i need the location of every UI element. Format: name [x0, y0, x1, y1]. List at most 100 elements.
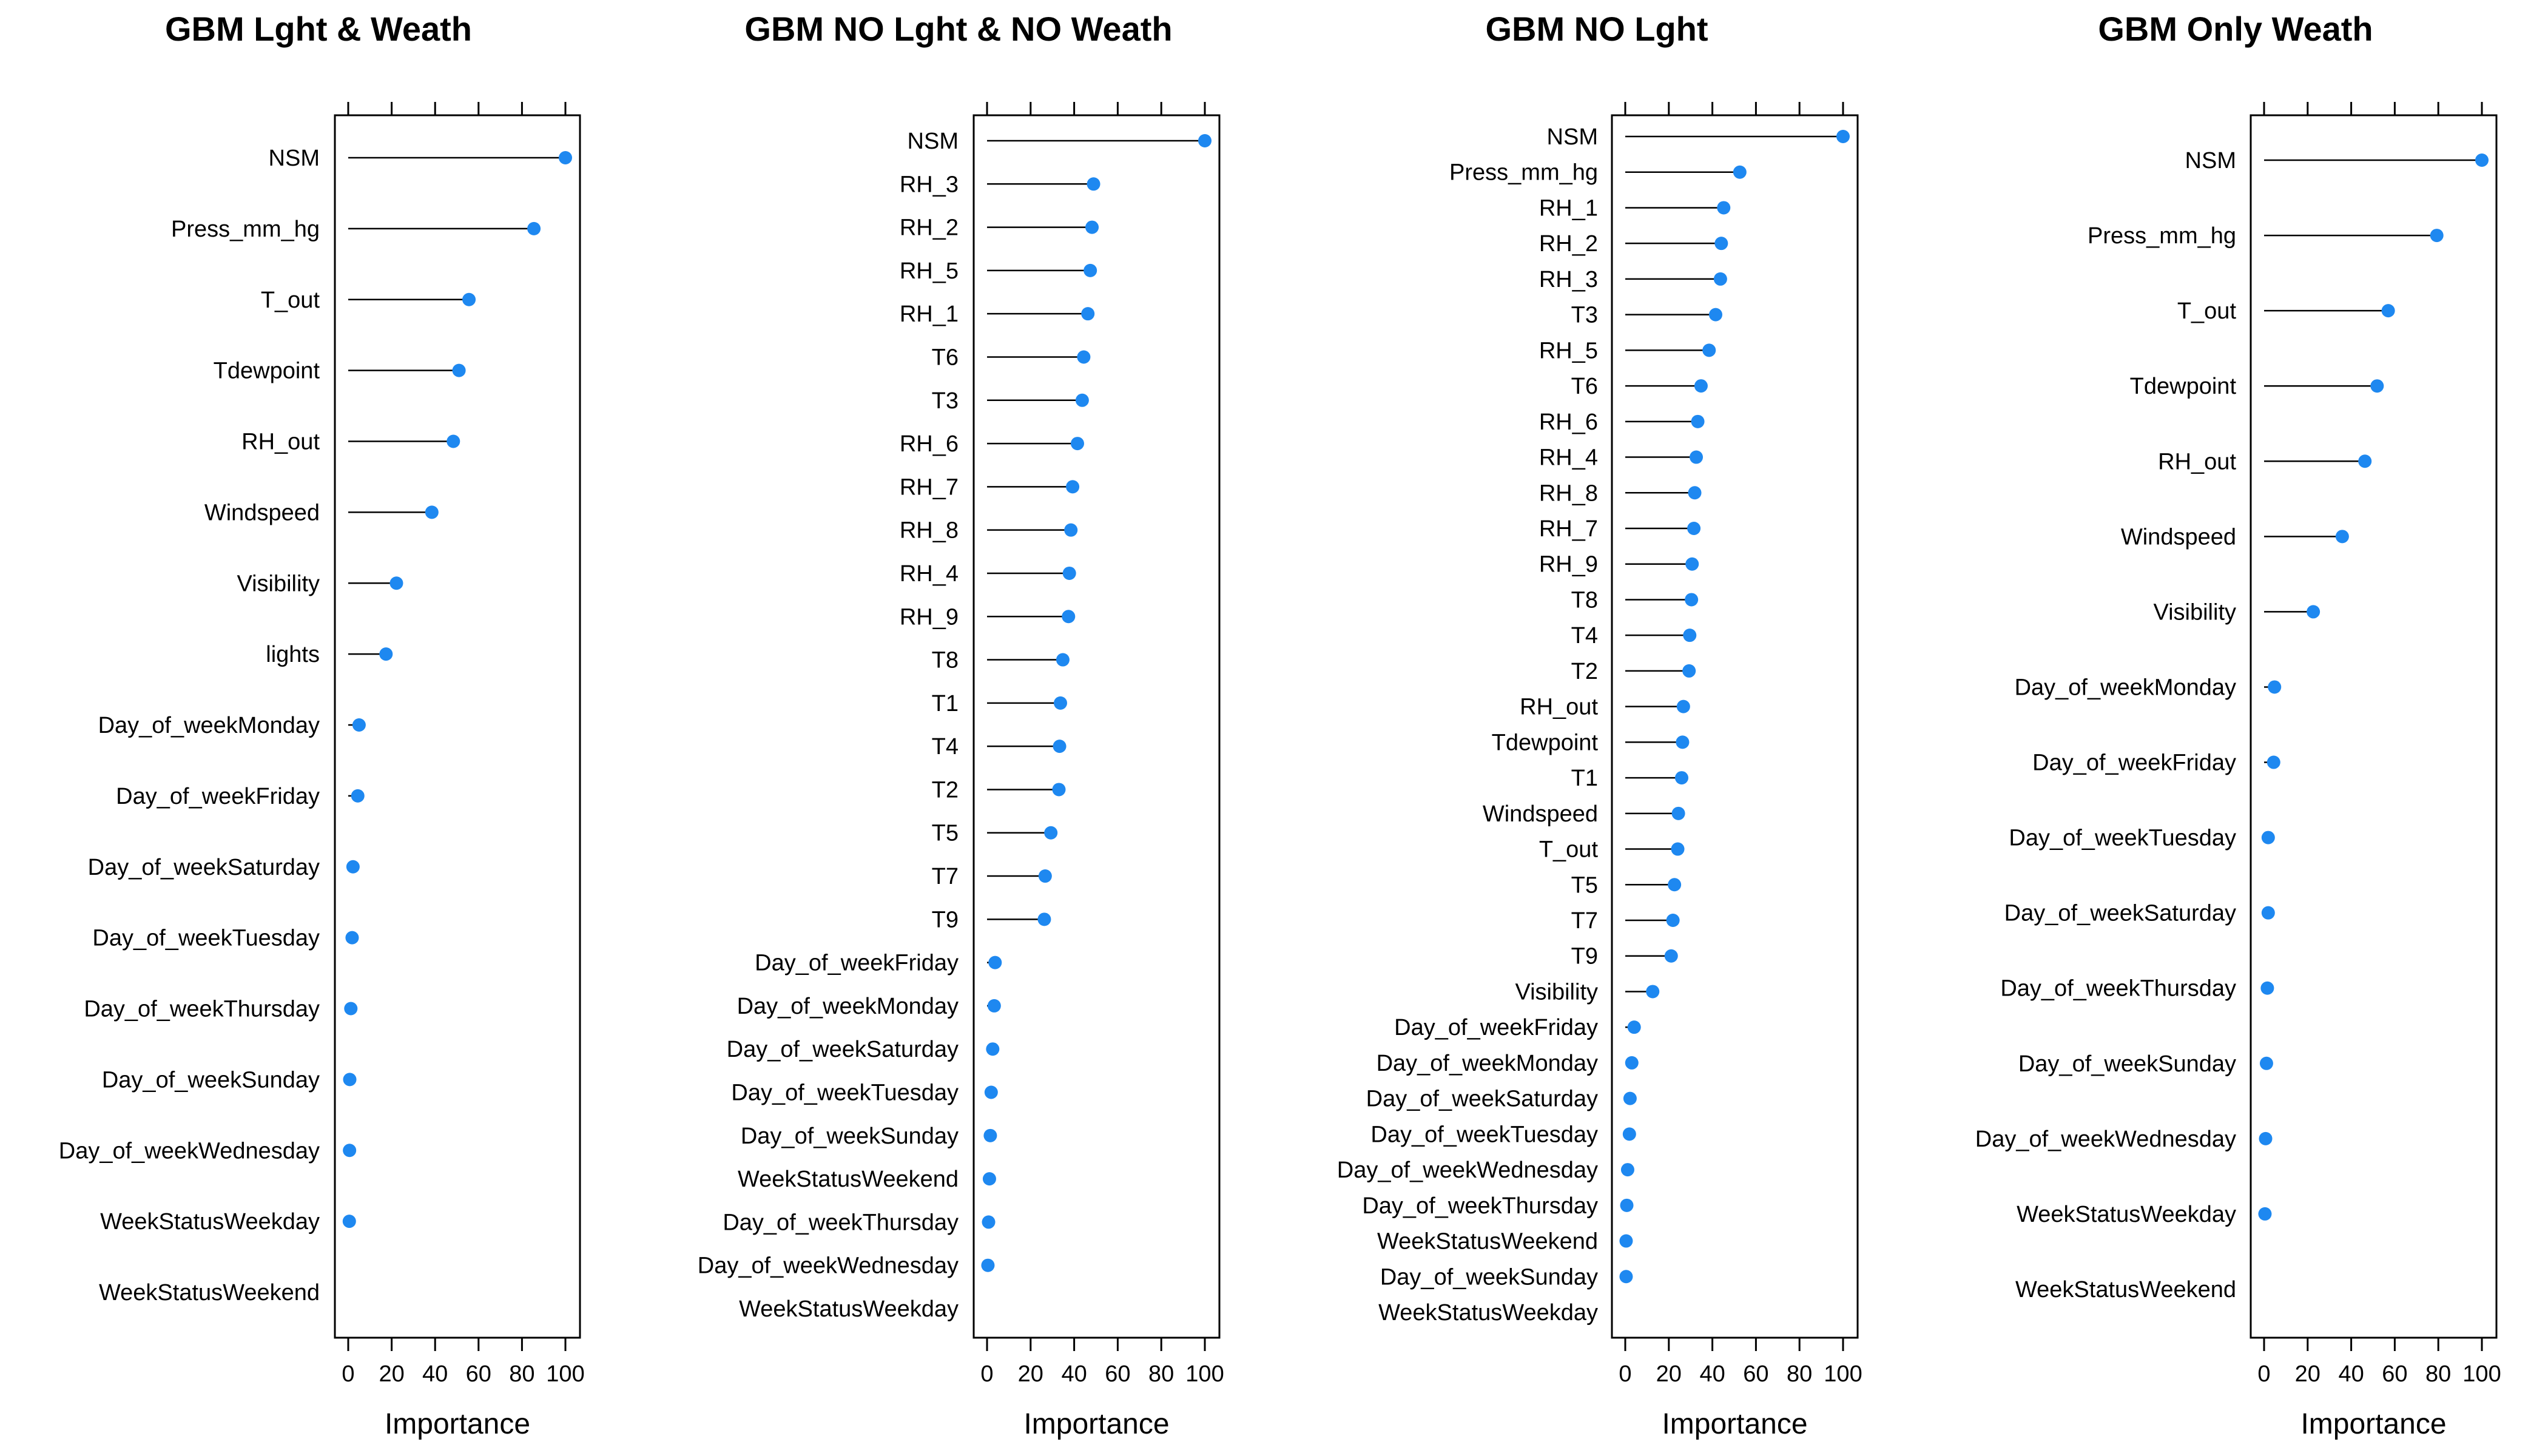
x-tick-label: 0	[980, 1361, 993, 1387]
feature-label: RH_8	[900, 518, 959, 544]
feature-label: Day_of_weekWednesday	[1975, 1127, 2236, 1152]
importance-point	[1070, 437, 1084, 451]
importance-point	[1623, 1091, 1637, 1105]
importance-point	[1619, 1234, 1633, 1248]
feature-label: Day_of_weekFriday	[1394, 1015, 1598, 1040]
importance-point	[1685, 557, 1699, 571]
feature-label: RH_1	[900, 302, 959, 327]
x-axis-label: Importance	[2300, 1408, 2446, 1440]
feature-label: Visibility	[1515, 979, 1598, 1005]
x-axis-label: Importance	[385, 1408, 530, 1440]
feature-label: RH_7	[900, 474, 959, 500]
importance-point	[1056, 653, 1070, 667]
importance-point	[1671, 842, 1685, 856]
feature-label: WeekStatusWeekend	[1377, 1229, 1598, 1255]
importance-point	[981, 1258, 995, 1272]
x-tick-label: 40	[1061, 1361, 1087, 1387]
importance-point	[1085, 220, 1099, 234]
importance-point	[2259, 1056, 2273, 1070]
x-tick-label: 100	[2462, 1361, 2501, 1387]
feature-label: T4	[932, 734, 959, 760]
feature-label: RH_5	[1539, 338, 1598, 363]
importance-point	[343, 1144, 357, 1158]
feature-label: Day_of_weekMonday	[98, 713, 320, 738]
importance-point	[2258, 1207, 2272, 1221]
importance-point	[2268, 680, 2282, 694]
importance-point	[2335, 530, 2349, 544]
importance-point	[1836, 130, 1850, 143]
feature-label: Press_mm_hg	[1449, 160, 1598, 186]
feature-label: Day_of_weekSaturday	[88, 855, 320, 880]
importance-point	[425, 505, 439, 519]
importance-point	[346, 860, 360, 874]
importance-point	[986, 1042, 1000, 1056]
feature-label: Day_of_weekTuesday	[2009, 826, 2236, 851]
feature-label: Day_of_weekThursday	[2000, 976, 2236, 1002]
feature-label: RH_9	[1539, 552, 1598, 578]
importance-point	[1683, 629, 1697, 642]
feature-label: NSM	[1547, 124, 1598, 150]
feature-label: T5	[932, 821, 959, 846]
importance-point	[1052, 783, 1066, 797]
importance-point	[1087, 177, 1100, 191]
feature-label: T3	[932, 388, 959, 414]
importance-point	[1038, 869, 1052, 883]
importance-point	[1053, 696, 1067, 710]
feature-label: T_out	[1539, 837, 1599, 863]
feature-label: RH_8	[1539, 480, 1598, 506]
importance-point	[1685, 593, 1699, 607]
feature-label: Windspeed	[204, 500, 320, 525]
importance-point	[352, 718, 366, 732]
feature-label: RH_2	[1539, 231, 1598, 257]
importance-point	[527, 221, 541, 235]
feature-label: WeekStatusWeekday	[1378, 1300, 1598, 1326]
feature-label: Day_of_weekTuesday	[1370, 1122, 1598, 1147]
importance-point	[1666, 914, 1680, 927]
importance-point	[1620, 1163, 1634, 1177]
feature-label: Day_of_weekMonday	[1377, 1051, 1598, 1076]
feature-label: lights	[266, 642, 320, 667]
feature-label: T_out	[2177, 298, 2237, 324]
importance-point	[1062, 566, 1076, 580]
importance-point	[2307, 605, 2320, 619]
importance-point	[982, 1172, 996, 1186]
feature-label: T5	[1571, 872, 1598, 898]
x-tick-label: 20	[2295, 1361, 2320, 1387]
feature-label: Day_of_weekSaturday	[1366, 1087, 1598, 1112]
feature-label: T8	[1571, 587, 1598, 613]
importance-point	[1066, 480, 1080, 494]
feature-label: WeekStatusWeekend	[738, 1167, 959, 1192]
feature-label: Day_of_weekFriday	[2032, 750, 2236, 776]
plot-frame	[2250, 114, 2498, 1339]
importance-point	[1053, 740, 1067, 753]
plot-frame	[1611, 114, 1859, 1339]
feature-label: RH_6	[1539, 410, 1598, 435]
feature-label: RH_out	[2158, 449, 2236, 474]
x-tick-label: 20	[379, 1361, 404, 1387]
chart-panel-1: GBM Lght & Weath 0 20 40 60 80 100 Importance NS…	[59, 10, 585, 1440]
chart-title: GBM Lght & Weath	[165, 10, 472, 48]
x-axis-label: Importance	[1023, 1408, 1169, 1440]
x-tick-label: 20	[1018, 1361, 1043, 1387]
importance-point	[2261, 906, 2275, 920]
importance-point	[1674, 771, 1688, 785]
importance-point	[452, 363, 466, 377]
feature-label: RH_2	[900, 215, 959, 241]
feature-label: T1	[1571, 766, 1598, 791]
importance-point	[987, 999, 1001, 1013]
importance-point	[2475, 153, 2489, 167]
x-tick-label: 60	[1105, 1361, 1130, 1387]
importance-point	[462, 292, 476, 306]
importance-point	[2381, 304, 2395, 318]
importance-point	[1062, 610, 1076, 624]
importance-point	[344, 1002, 358, 1016]
feature-label: Visibility	[237, 571, 320, 596]
importance-point	[1713, 272, 1727, 286]
x-tick-label: 20	[1656, 1361, 1682, 1387]
importance-point	[1075, 393, 1089, 407]
importance-point	[984, 1085, 998, 1099]
importance-point	[1627, 1020, 1641, 1034]
feature-label: RH_4	[900, 561, 959, 587]
feature-label: Windspeed	[1483, 801, 1598, 827]
